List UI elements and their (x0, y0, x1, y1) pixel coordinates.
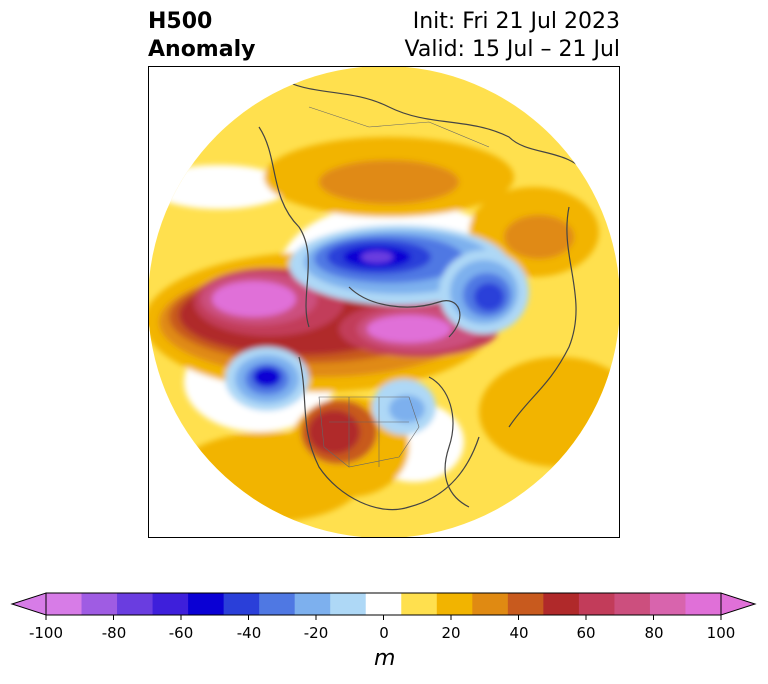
colorbar-tick-label: 0 (379, 624, 389, 642)
init-time: Init: Fri 21 Jul 2023 (412, 9, 620, 34)
title-field: Anomaly (148, 37, 256, 62)
colorbar-tick-label: 20 (441, 624, 461, 642)
colorbar-segment (46, 593, 83, 615)
colorbar-segment (117, 593, 154, 615)
positive-west-na-core (308, 410, 360, 454)
coastline-asia-east (258, 126, 310, 328)
negative-polar-min (361, 251, 393, 263)
colorbar-tick-label: 60 (576, 624, 596, 642)
colorbar-extend-min (10, 592, 47, 616)
colorbar-segment (578, 593, 615, 615)
colorbar-segment (365, 593, 402, 615)
colorbar-tick-label: 100 (706, 624, 736, 642)
coastline-eurasia-north (278, 76, 590, 178)
colorbar-segment (330, 593, 367, 615)
positive-ridge-north-core (319, 160, 459, 204)
border-asia (308, 106, 490, 148)
colorbar-tick-label: -80 (101, 624, 127, 642)
colorbar (10, 592, 757, 620)
colorbar-tick-label: -40 (236, 624, 262, 642)
coastline-north-america-west (298, 356, 480, 511)
colorbar-segment (223, 593, 260, 615)
colorbar-segment (543, 593, 580, 615)
colorbar-extend-max (720, 592, 757, 616)
colorbar-segment (614, 593, 651, 615)
valid-range: Valid: 15 Jul – 21 Jul (404, 37, 620, 62)
colorbar-segment (436, 593, 473, 615)
positive-max-central (367, 315, 451, 343)
colorbar-segment (259, 593, 296, 615)
border-usa (318, 396, 420, 468)
coastline-europe (508, 206, 577, 428)
colorbar-tick-label: 80 (644, 624, 664, 642)
colorbar-tick-label: 40 (509, 624, 529, 642)
borders (308, 106, 490, 468)
colorbar-segment (81, 593, 118, 615)
colorbar-segment (472, 593, 509, 615)
coastlines (258, 76, 590, 511)
title-variable: H500 (148, 9, 213, 34)
colorbar-segment (507, 593, 544, 615)
colorbar-segment (188, 593, 225, 615)
anomaly-field (149, 67, 619, 537)
positive-ridge-northeast-core (504, 215, 574, 259)
colorbar-segment (401, 593, 438, 615)
negative-east-4 (474, 283, 504, 311)
colorbar-tick-label: -100 (28, 624, 64, 642)
chart-title-right: Init: Fri 21 Jul 2023 Valid: 15 Jul – 21… (405, 8, 620, 64)
negative-west-4 (253, 367, 281, 387)
anomaly-map (148, 66, 620, 538)
negative-south-2 (389, 395, 425, 423)
positive-max-west (212, 281, 296, 317)
chart-title-left: H500 Anomaly (148, 8, 255, 64)
colorbar-unit: m (374, 646, 396, 671)
coastline-arctic-islands (348, 286, 461, 338)
coastline-hudson-bay (428, 376, 470, 508)
map-svg (149, 67, 619, 537)
colorbar-tick-label: -20 (303, 624, 329, 642)
colorbar-segment (152, 593, 189, 615)
colorbar-segment (685, 593, 722, 615)
colorbar-tick-label: -60 (168, 624, 194, 642)
colorbar-segment (649, 593, 686, 615)
colorbar-segment (294, 593, 331, 615)
